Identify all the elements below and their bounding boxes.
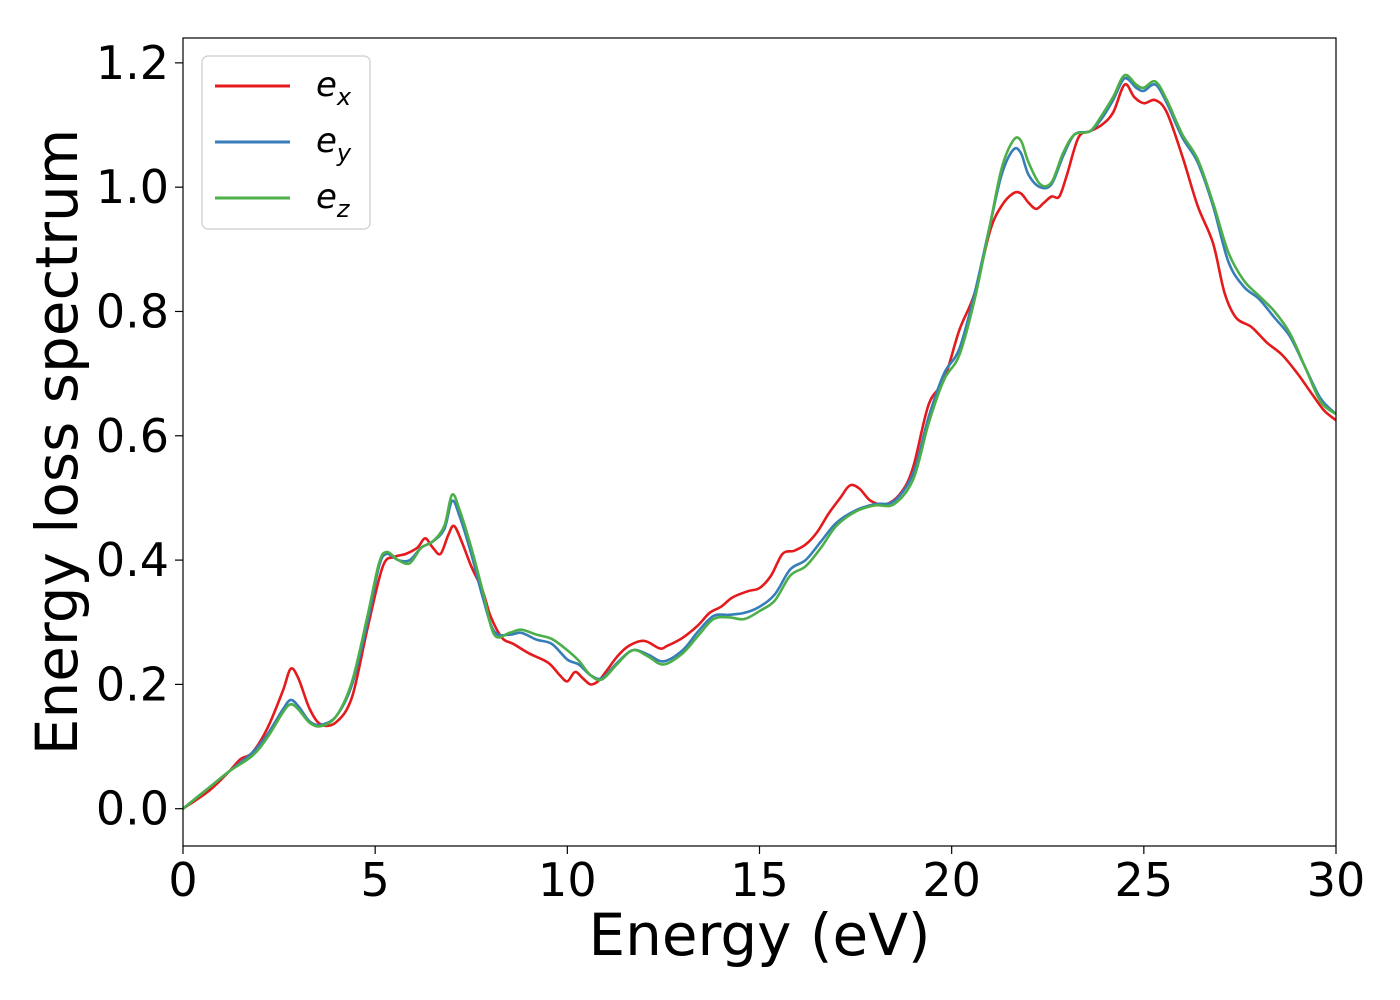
legend-label-x: ex bbox=[316, 65, 352, 111]
x-tick-label: 30 bbox=[1307, 853, 1366, 907]
series-line-e-z bbox=[183, 73, 1336, 811]
y-tick-label: 0.6 bbox=[96, 409, 169, 463]
y-tick-label: 1.2 bbox=[96, 36, 169, 90]
legend: ex ey ez bbox=[201, 55, 371, 230]
x-axis-label: Energy (eV) bbox=[588, 901, 930, 969]
series-line-e-x bbox=[183, 82, 1336, 811]
x-tick-label: 20 bbox=[922, 853, 981, 907]
y-tick-label: 0.8 bbox=[96, 284, 169, 338]
legend-label-z: ez bbox=[316, 177, 351, 223]
series-line-e-y bbox=[183, 76, 1336, 811]
y-tick-label: 0.4 bbox=[96, 533, 169, 587]
x-tick-label: 0 bbox=[168, 853, 197, 907]
series-layer bbox=[183, 73, 1336, 811]
x-tick-label: 25 bbox=[1115, 853, 1174, 907]
y-tick-label: 0.0 bbox=[96, 782, 169, 836]
x-tick-label: 5 bbox=[361, 853, 390, 907]
legend-label-y: ey bbox=[316, 121, 352, 167]
y-axis-label: Energy loss spectrum bbox=[23, 129, 91, 755]
y-tick-label: 1.0 bbox=[96, 160, 169, 214]
y-axis-ticks: 0.0 0.2 0.4 0.6 0.8 1.0 1.2 bbox=[96, 36, 183, 836]
x-tick-label: 10 bbox=[538, 853, 597, 907]
x-tick-label: 15 bbox=[730, 853, 789, 907]
y-tick-label: 0.2 bbox=[96, 657, 169, 711]
x-axis-ticks: 0 5 10 15 20 25 30 bbox=[168, 846, 1365, 907]
